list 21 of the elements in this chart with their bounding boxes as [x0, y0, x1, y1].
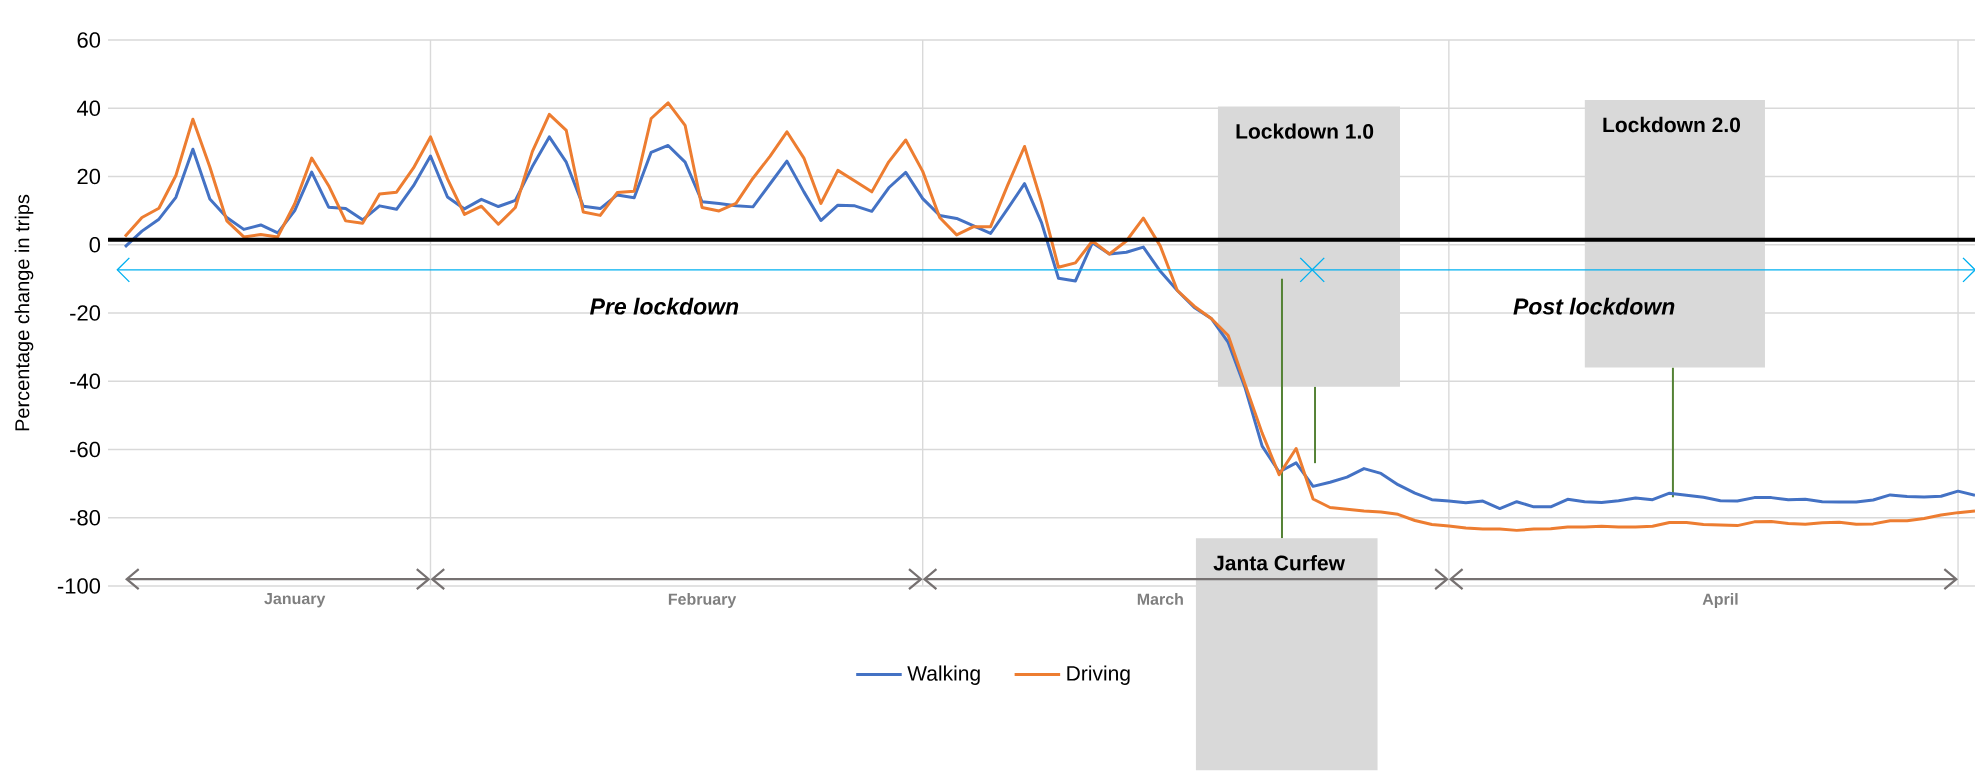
y-tick-label: -20: [70, 305, 101, 321]
y-tick-label: 0: [89, 236, 101, 253]
annotation: Lockdown 2.0: [1603, 116, 1741, 133]
y-tick-label: -100: [57, 578, 101, 594]
y-tick-label: 40: [76, 100, 101, 117]
y-tick-label: 20: [77, 168, 101, 185]
x-tick-label: April: [1702, 593, 1738, 608]
legend-label: Walking: [907, 665, 980, 685]
annotation: Post lockdown: [1513, 297, 1675, 315]
y-tick-label: -80: [70, 509, 101, 526]
y-tick-label: 60: [77, 32, 101, 48]
annotation: Lockdown 1.0: [1236, 123, 1374, 139]
x-tick-label: February: [668, 593, 737, 608]
x-tick-label: January: [264, 593, 326, 608]
annotation: Pre lockdown: [590, 297, 739, 315]
y-tick-label: -60: [70, 441, 101, 458]
legend-label: Driving: [1067, 665, 1130, 685]
y-tick-label: -40: [70, 373, 101, 390]
annotation: Janta Curfew: [1213, 555, 1345, 571]
x-tick-label: March: [1137, 593, 1183, 605]
y-axis-title: Percentage change in trips: [14, 194, 34, 431]
